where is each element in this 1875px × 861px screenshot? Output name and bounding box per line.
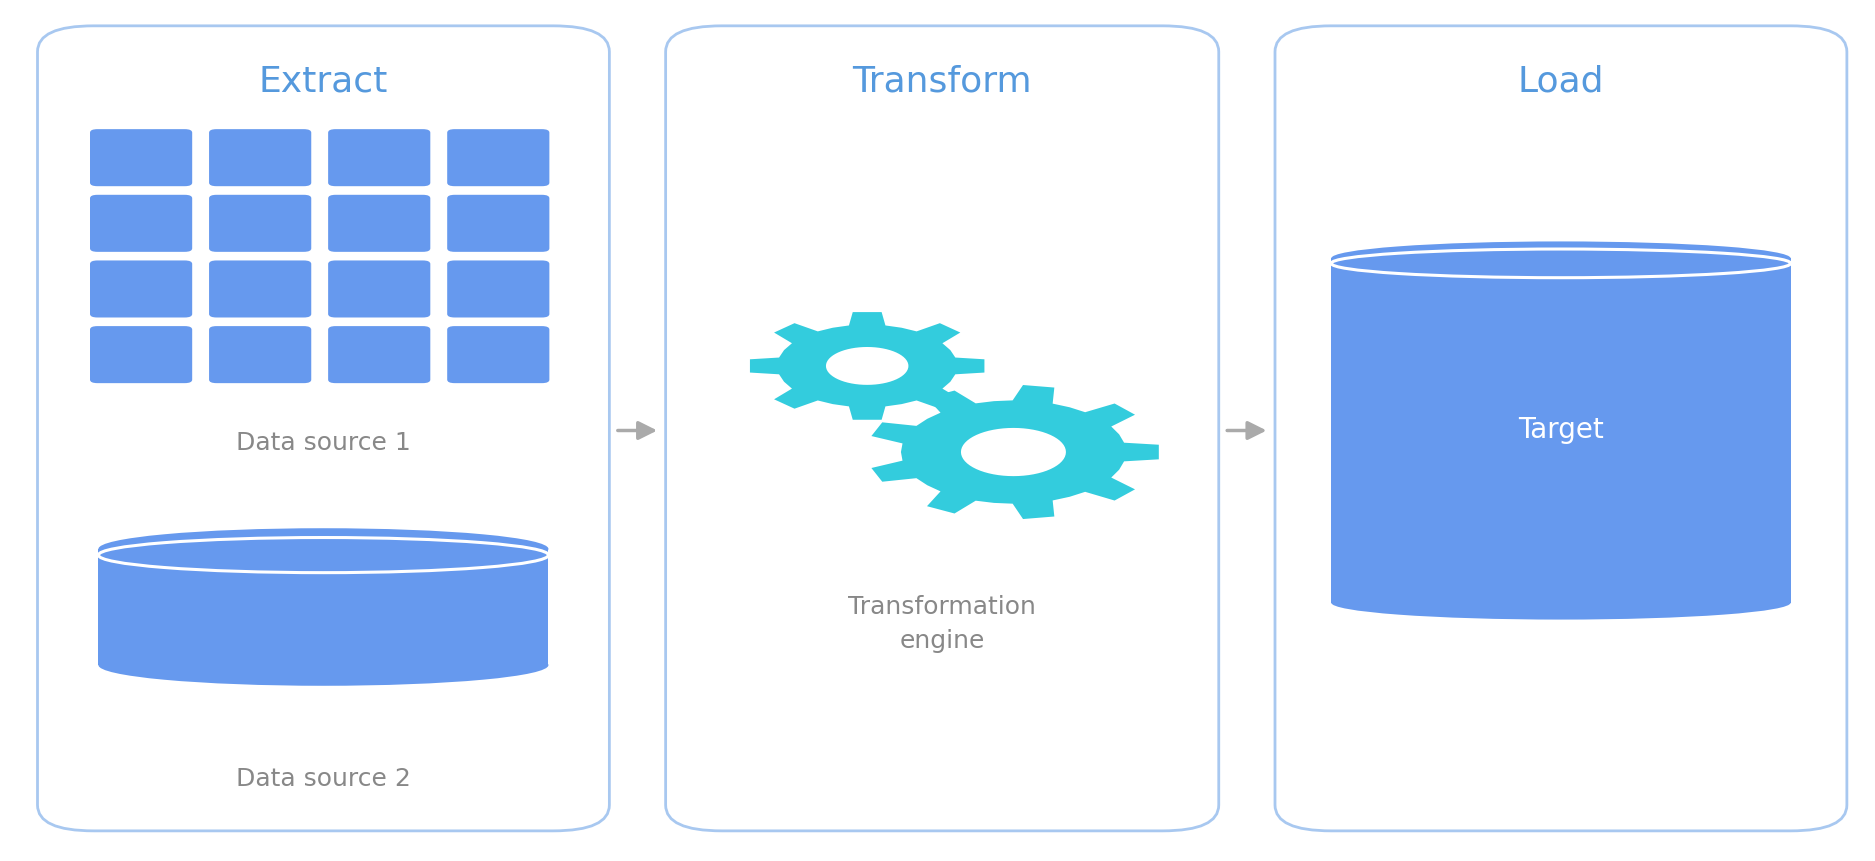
FancyBboxPatch shape: [90, 260, 193, 318]
FancyBboxPatch shape: [448, 129, 549, 186]
FancyBboxPatch shape: [210, 326, 311, 383]
Text: Extract: Extract: [259, 65, 388, 99]
Ellipse shape: [99, 644, 549, 685]
FancyBboxPatch shape: [210, 195, 311, 251]
FancyBboxPatch shape: [328, 195, 429, 251]
PathPatch shape: [750, 312, 984, 420]
Ellipse shape: [1331, 585, 1791, 620]
FancyBboxPatch shape: [90, 195, 193, 251]
FancyBboxPatch shape: [1275, 26, 1847, 831]
FancyBboxPatch shape: [448, 260, 549, 318]
FancyBboxPatch shape: [328, 260, 429, 318]
Bar: [98, 549, 549, 666]
Ellipse shape: [99, 528, 549, 570]
FancyBboxPatch shape: [448, 326, 549, 383]
Text: Load: Load: [1517, 65, 1605, 99]
FancyBboxPatch shape: [328, 129, 429, 186]
FancyBboxPatch shape: [448, 195, 549, 251]
FancyBboxPatch shape: [666, 26, 1219, 831]
FancyBboxPatch shape: [38, 26, 609, 831]
FancyBboxPatch shape: [210, 260, 311, 318]
Text: Transform: Transform: [853, 65, 1031, 99]
Bar: [1331, 258, 1791, 603]
Text: Target: Target: [1519, 417, 1603, 444]
FancyBboxPatch shape: [210, 129, 311, 186]
FancyBboxPatch shape: [90, 129, 193, 186]
Ellipse shape: [1331, 241, 1791, 276]
FancyBboxPatch shape: [328, 326, 429, 383]
Text: Data source 2: Data source 2: [236, 767, 411, 791]
PathPatch shape: [872, 385, 1159, 519]
FancyBboxPatch shape: [90, 326, 193, 383]
Text: Transformation
engine: Transformation engine: [848, 596, 1037, 653]
Text: Data source 1: Data source 1: [236, 431, 411, 455]
